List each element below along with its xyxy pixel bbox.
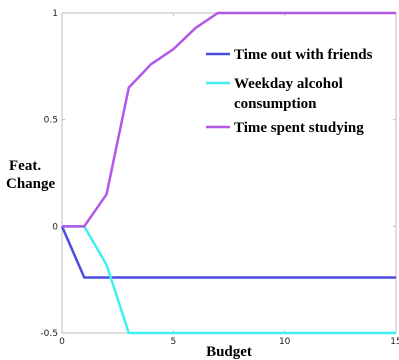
legend: Time out with friends Weekday alcohol cons… [206,47,373,136]
x-tick-label: 5 [170,337,176,347]
x-tick-label: 15 [390,337,399,347]
x-axis-title: Budget [206,344,252,360]
y-axis-title-line-2: Change [6,176,56,192]
series-lines [60,11,396,335]
y-tick-label: 0 [52,222,58,232]
y-axis-title-line-1: Feat. [9,158,41,174]
x-tick-label: 10 [279,337,291,347]
series-line-3 [62,11,396,228]
legend-label-2: Weekday alcohol [234,76,343,92]
y-tick-label: -0.5 [40,329,58,339]
legend-label-2: consumption [234,96,317,112]
x-tick-label: 0 [59,337,65,347]
series-line-1 [60,225,396,279]
plot-area [61,12,397,334]
y-tick-label: 0.5 [44,116,58,126]
legend-label-3: Time spent studying [234,120,364,136]
series-line-2 [62,225,396,335]
y-tick-label: 1 [52,9,58,19]
legend-label-1: Time out with friends [234,47,373,63]
